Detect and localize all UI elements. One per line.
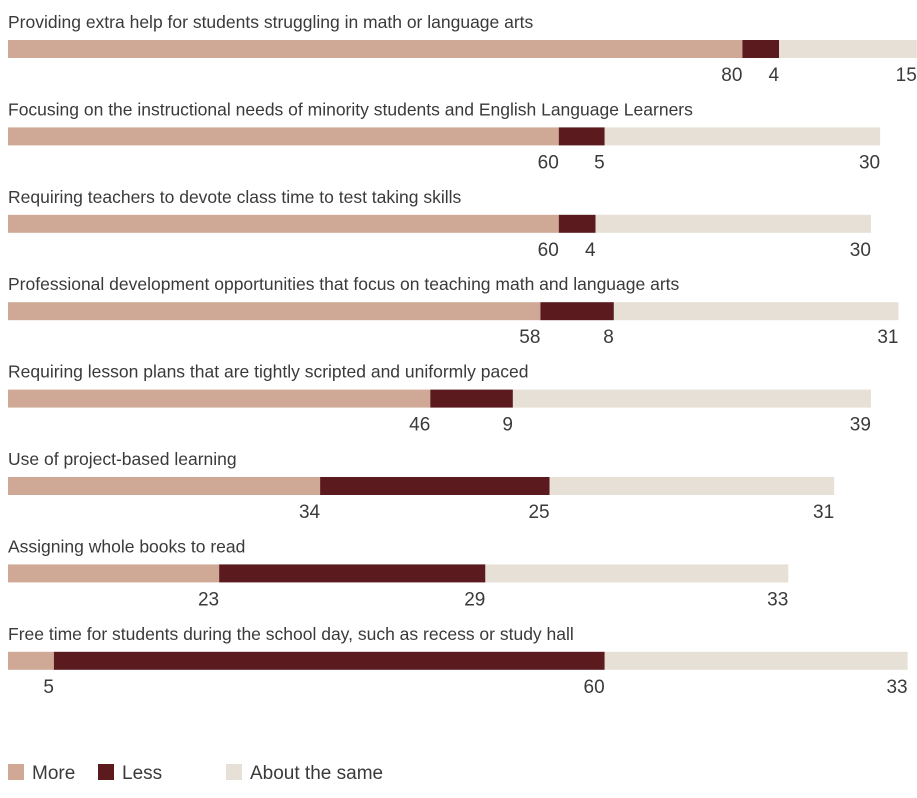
value-label: 31 [813,502,834,523]
legend-swatch-less [98,764,114,780]
value-label: 30 [859,152,880,173]
value-label: 33 [886,677,907,698]
bar-row: Professional development opportunities t… [8,274,898,348]
bar-segment-about-the-same [779,40,917,58]
bar-segment-about-the-same [604,651,908,670]
value-label: 8 [603,327,614,348]
bar-segment-about-the-same [604,127,881,146]
category-label: Assigning whole books to read [8,536,245,556]
bar-row: Free time for students during the school… [8,624,908,698]
value-label: 33 [767,589,788,610]
category-label: Requiring teachers to devote class time … [8,187,462,207]
bar-segment-less [540,302,614,321]
bar-segment-about-the-same [613,302,899,321]
value-label: 5 [43,677,54,698]
bar-segment-about-the-same [485,564,789,583]
category-label: Use of project-based learning [8,449,237,469]
bar-segment-more [8,214,559,233]
bar-segment-less [558,127,605,146]
bar-row: Use of project-based learning 34 25 31 [8,449,834,523]
value-label: 58 [519,327,540,348]
bar-row: Focusing on the instructional needs of m… [8,99,881,173]
bar-segment-about-the-same [549,477,835,495]
value-label: 9 [502,415,513,436]
bar-segment-more [8,389,431,408]
bar-segment-less [320,477,550,495]
value-label: 29 [464,589,485,610]
legend: More Less About the same [8,763,383,784]
value-label: 46 [409,415,430,436]
value-label: 60 [538,240,559,261]
value-label: 30 [850,240,871,261]
value-label: 39 [850,415,871,436]
bar-segment-less [430,389,513,408]
category-label: Free time for students during the school… [8,624,574,644]
category-label: Professional development opportunities t… [8,274,680,294]
bar-segment-more [8,564,220,583]
bar-segment-less [742,40,780,58]
value-label: 25 [528,502,549,523]
bar-segment-less [558,214,596,233]
value-label: 60 [538,152,559,173]
bar-row: Requiring lesson plans that are tightly … [8,362,871,436]
bar-segment-more [8,127,559,146]
legend-label-more: More [32,763,75,784]
value-label: 4 [585,240,596,261]
bar-segment-less [219,564,486,583]
value-label: 4 [769,65,780,86]
bar-segment-more [8,40,743,58]
value-label: 80 [721,65,742,86]
bar-segment-about-the-same [512,389,871,408]
value-label: 23 [198,589,219,610]
legend-swatch-about-the-same [226,764,242,780]
bar-row: Assigning whole books to read 23 29 33 [8,536,789,610]
value-label: 15 [896,65,917,86]
bar-segment-more [8,302,541,321]
bar-row: Requiring teachers to devote class time … [8,187,871,261]
bar-row: Providing extra help for students strugg… [8,12,917,86]
bar-segment-more [8,651,54,670]
category-label: Focusing on the instructional needs of m… [8,99,693,119]
value-label: 60 [584,677,605,698]
value-label: 34 [299,502,321,523]
category-label: Requiring lesson plans that are tightly … [8,362,528,382]
legend-label-about-the-same: About the same [250,763,383,784]
value-label: 31 [877,327,898,348]
category-label: Providing extra help for students strugg… [8,12,534,32]
bar-segment-about-the-same [595,214,871,233]
legend-swatch-more [8,764,24,780]
legend-label-less: Less [122,763,162,784]
bar-segment-less [53,651,605,670]
bar-segment-more [8,477,321,495]
value-label: 5 [594,152,605,173]
